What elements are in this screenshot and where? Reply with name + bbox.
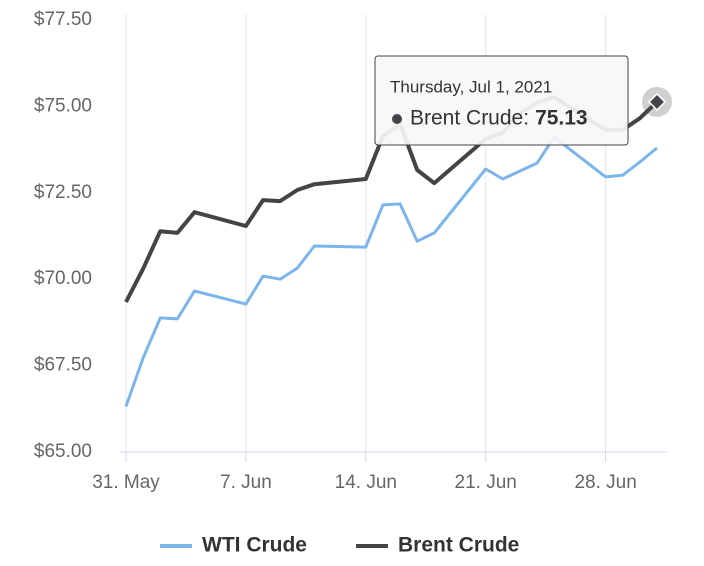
x-tick-label: 28. Jun — [574, 472, 636, 493]
x-tick-label: 31. May — [92, 472, 160, 493]
x-tick-label: 7. Jun — [220, 472, 272, 493]
y-tick-label: $75.00 — [34, 95, 92, 116]
tooltip-header: Thursday, Jul 1, 2021 — [390, 77, 552, 96]
line-series — [124, 135, 658, 407]
tooltip-value: 75.13 — [535, 107, 588, 130]
x-tick-label: 21. Jun — [455, 472, 517, 493]
tooltip-label: Brent Crude: — [410, 107, 529, 130]
legend-label[interactable]: Brent Crude — [398, 534, 519, 557]
y-tick-label: $72.50 — [34, 182, 92, 203]
legend-label[interactable]: WTI Crude — [202, 534, 307, 557]
y-tick-label: $77.50 — [34, 9, 92, 30]
y-tick-label: $67.50 — [34, 355, 92, 376]
tooltip-box — [374, 55, 629, 146]
tooltip: Thursday, Jul 1, 2021 Brent Crude: 75.13 — [374, 55, 629, 146]
y-tick-label: $70.00 — [34, 268, 92, 289]
y-tick-label: $65.00 — [34, 441, 92, 462]
x-tick-label: 14. Jun — [335, 472, 397, 493]
hover-marker — [647, 92, 667, 111]
tooltip-bullet — [392, 114, 402, 124]
